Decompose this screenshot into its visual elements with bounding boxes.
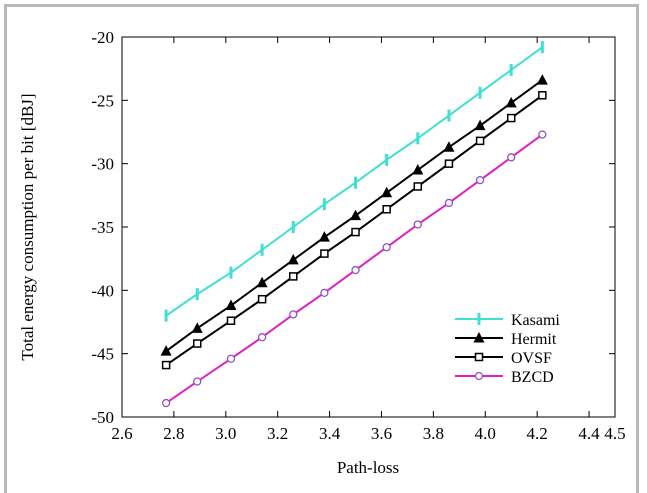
x-tick-label: 2.8: [163, 424, 184, 443]
x-tick-label: 4.2: [527, 424, 548, 443]
legend-item-bzcd: BZCD: [455, 369, 554, 386]
data-point-ovsf: [161, 360, 171, 370]
data-point-bzcd: [161, 398, 171, 408]
x-tick-label: 3.0: [215, 424, 236, 443]
series-layer: [160, 41, 548, 408]
legend-swatch-marker: [474, 352, 484, 362]
data-point-bzcd: [413, 220, 422, 229]
data-point-hermit: [287, 253, 299, 265]
y-tick-label: -50: [91, 408, 114, 427]
y-tick-label: -35: [91, 218, 114, 237]
data-point-bzcd: [226, 354, 236, 363]
data-point-ovsf: [320, 249, 329, 258]
data-point-ovsf: [226, 316, 236, 325]
series-hermit: [160, 74, 548, 356]
figure-frame: [4, 4, 639, 493]
x-axis: 2.6 2.8 3.0 3.2 3.4 3.6 3.8 4.0 4.2 4.4 4.5: [111, 37, 626, 443]
plot-area: [121, 36, 616, 418]
y-tick-label: -30: [91, 155, 114, 174]
x-axis-title: Path-loss: [337, 458, 399, 477]
data-point-bzcd: [320, 288, 329, 298]
data-point-ovsf: [351, 227, 360, 237]
data-point-ovsf: [382, 205, 391, 214]
data-point-ovsf: [475, 136, 485, 146]
data-point-bzcd: [538, 130, 547, 139]
data-point-hermit: [381, 186, 393, 198]
data-point-hermit: [474, 119, 486, 131]
data-point-hermit: [191, 322, 203, 333]
x-tick-label: 4.0: [475, 424, 496, 443]
data-point-hermit: [160, 345, 172, 356]
data-point-ovsf: [413, 182, 423, 191]
series-ovsf: [161, 91, 547, 370]
data-point-bzcd: [289, 310, 298, 319]
data-point-bzcd: [475, 175, 485, 185]
data-point-hermit: [256, 276, 268, 288]
data-point-ovsf: [289, 272, 298, 281]
x-tick-label: 2.6: [111, 424, 132, 443]
data-point-ovsf: [257, 294, 267, 304]
data-point-hermit: [318, 231, 330, 242]
x-tick-label: 3.2: [267, 424, 288, 443]
y-tick-label: -45: [91, 345, 114, 364]
legend-item-hermit: Hermit: [455, 331, 557, 348]
data-point-hermit: [350, 209, 362, 221]
x-tick-label: 3.4: [319, 424, 341, 443]
data-point-ovsf: [444, 159, 454, 168]
data-point-bzcd: [444, 198, 454, 208]
data-point-hermit: [225, 299, 237, 311]
x-tick-label: 3.6: [371, 424, 392, 443]
y-tick-label: -20: [91, 28, 114, 47]
data-point-bzcd: [351, 265, 360, 275]
y-tick-label: -25: [91, 91, 114, 110]
data-point-hermit: [505, 96, 517, 108]
data-point-bzcd: [382, 243, 391, 252]
data-point-bzcd: [257, 333, 267, 342]
legend-item-ovsf: OVSF: [455, 350, 552, 367]
legend-label: BZCD: [511, 369, 554, 386]
data-point-hermit: [536, 74, 548, 85]
legend-item-kasami: Kasami: [455, 312, 560, 329]
y-axis: -20 -25 -30 -35 -40 -45 -50: [91, 28, 615, 427]
y-tick-label: -40: [91, 281, 114, 300]
series-bzcd: [161, 130, 547, 408]
data-point-bzcd: [193, 377, 202, 386]
legend-label: Hermit: [511, 331, 557, 348]
data-point-ovsf: [538, 91, 547, 100]
data-point-ovsf: [506, 113, 516, 123]
legend-label: OVSF: [511, 350, 552, 367]
x-tick-label: 3.8: [423, 424, 444, 443]
x-tick-label: 4.5: [604, 424, 625, 443]
legend-swatch-marker: [473, 332, 485, 343]
data-point-hermit: [443, 141, 455, 152]
legend-swatch-marker: [474, 371, 484, 381]
data-point-hermit: [412, 164, 424, 175]
y-axis-title: Total energy consumption per bit [dBJ]: [18, 93, 37, 360]
legend-label: Kasami: [511, 312, 560, 329]
data-point-bzcd: [507, 153, 516, 162]
legend: Kasami Hermit OVSF BZCD: [455, 312, 560, 386]
x-tick-label: 4.4: [578, 424, 600, 443]
series-kasami: [164, 41, 544, 322]
data-point-ovsf: [192, 339, 202, 348]
